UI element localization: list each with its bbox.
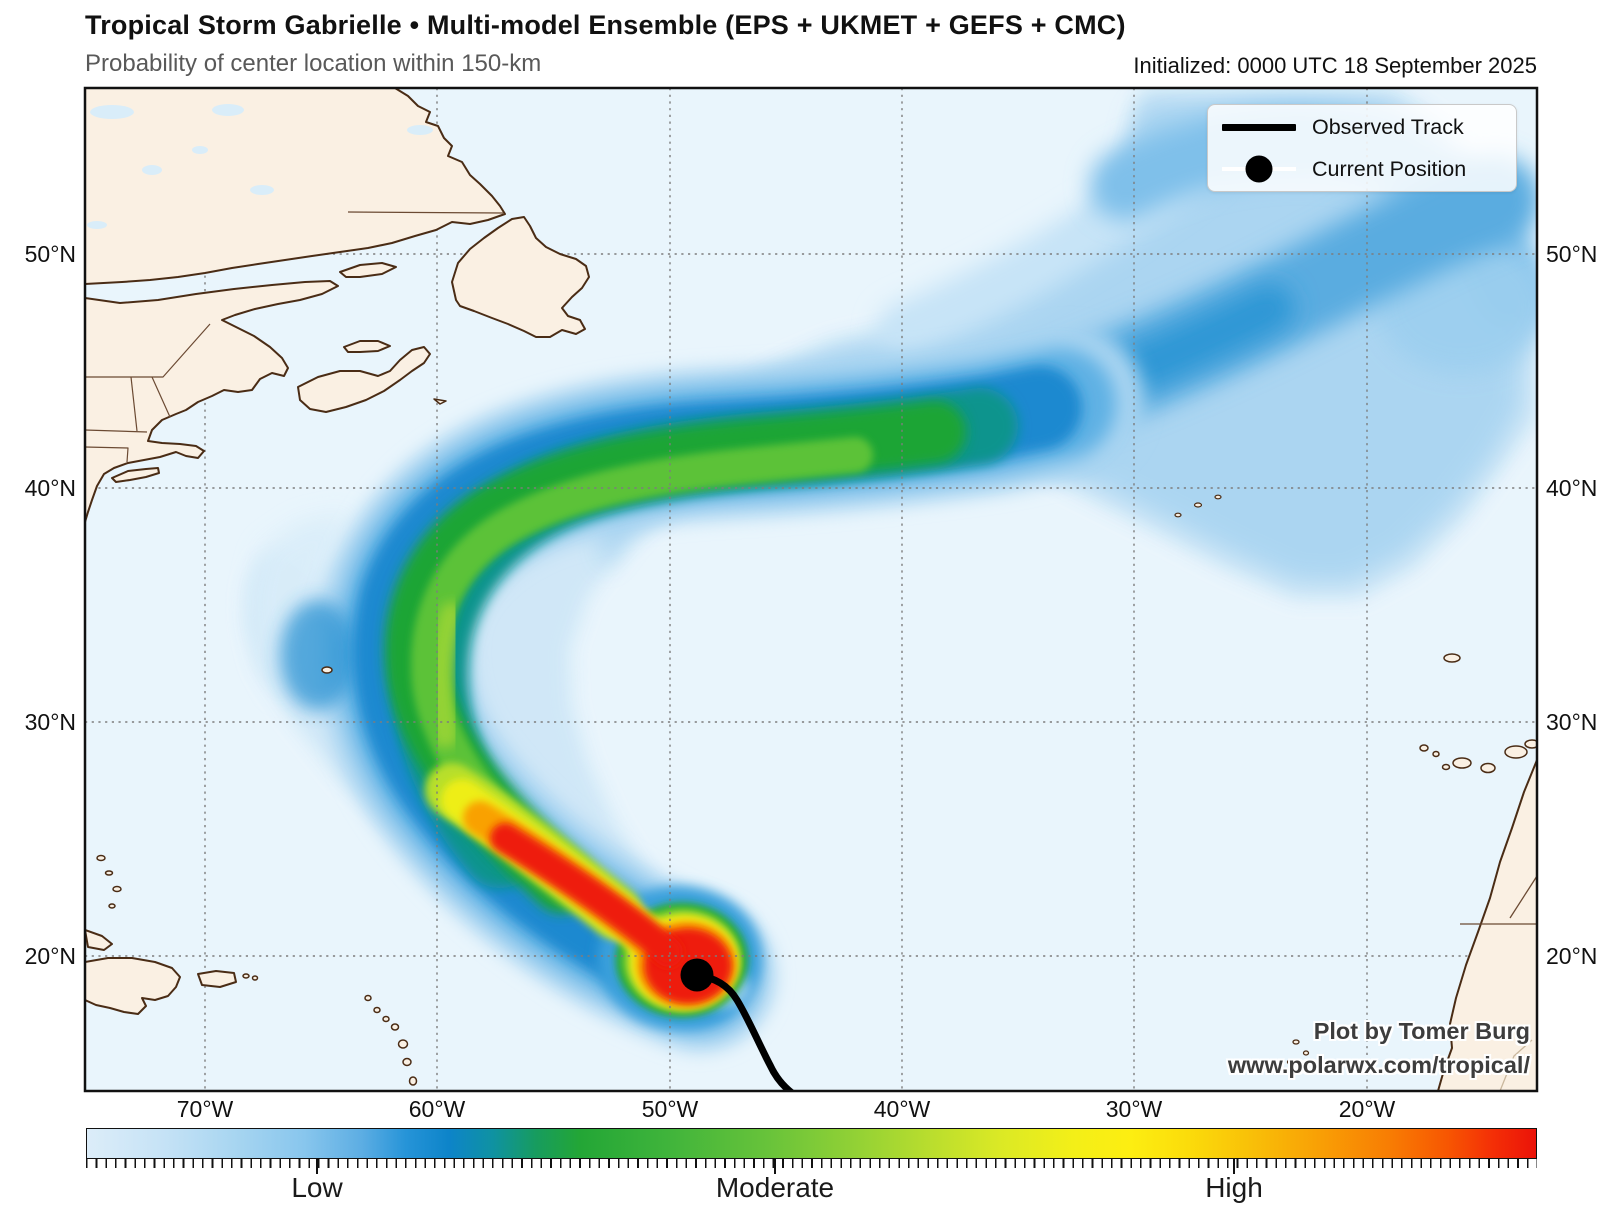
lat-label-left-50n: 50°N — [24, 241, 76, 267]
legend-label: Observed Track — [1312, 114, 1464, 139]
page-subtitle: Probability of center location within 15… — [85, 50, 542, 77]
landmasses — [85, 88, 1537, 1091]
lat-label-right-50n: 50°N — [1546, 241, 1598, 267]
probability-plume — [245, 88, 1537, 1051]
land-hispaniola — [85, 957, 181, 1015]
lat-label-right-40n: 40°N — [1546, 475, 1598, 501]
land-pei — [343, 340, 391, 353]
current-position-dot-icon — [1245, 155, 1273, 183]
attribution-url: www.polarwx.com/tropical/ — [1227, 1052, 1530, 1078]
colorbar-major-tick-low — [316, 1159, 319, 1174]
island-bermuda — [321, 666, 333, 674]
map-legend: Observed Track Current Position — [1207, 104, 1517, 192]
land-sable-island — [433, 398, 447, 405]
observed-track — [693, 971, 795, 1091]
attribution-author: Plot by Tomer Burg — [1313, 1018, 1530, 1044]
colorbar-major-tick-moderate — [774, 1159, 777, 1174]
lon-label-50w: 50°W — [641, 1096, 699, 1122]
lon-label-70w: 70°W — [176, 1096, 234, 1122]
legend-line — [1222, 155, 1296, 183]
colorbar-label-low: Low — [291, 1172, 343, 1203]
land-anticosti — [339, 262, 397, 278]
island-specks-bahamas — [96, 854, 259, 981]
lat-label-left-30n: 30°N — [24, 709, 76, 735]
colorbar-label-high: High — [1205, 1172, 1263, 1203]
colorbar-label-moderate: Moderate — [715, 1172, 835, 1203]
island-madeira — [1443, 653, 1461, 663]
lat-label-right-30n: 30°N — [1546, 709, 1598, 735]
lon-label-40w: 40°W — [873, 1096, 931, 1122]
lon-label-20w: 20°W — [1338, 1096, 1396, 1122]
island-specks-antilles — [364, 994, 418, 1086]
land-africa — [1437, 759, 1537, 1091]
land-puerto-rico — [197, 970, 237, 988]
map-frame — [83, 86, 1539, 1093]
land-new-england-maritimes — [85, 280, 339, 523]
legend-item-observed-track: Observed Track — [1208, 107, 1516, 147]
state-borders — [85, 323, 211, 463]
island-specks-azores — [1174, 494, 1222, 518]
land-cuba-tip — [85, 929, 113, 951]
lon-label-60w: 60°W — [408, 1096, 466, 1122]
legend-item-current-position: Current Position — [1208, 149, 1516, 189]
probability-colorbar — [86, 1128, 1537, 1159]
page-title: Tropical Storm Gabrielle • Multi-model E… — [85, 10, 1126, 40]
initialization-timestamp: Initialized: 0000 UTC 18 September 2025 — [1133, 53, 1537, 78]
land-newfoundland — [451, 216, 590, 338]
land-long-island — [111, 467, 160, 483]
colorbar-major-tick-high — [1233, 1159, 1236, 1174]
land-quebec-labrador — [85, 88, 506, 285]
africa-borders — [1460, 875, 1537, 925]
lat-label-left-20n: 20°N — [24, 943, 76, 969]
lakes — [87, 104, 433, 229]
island-specks-canaries — [1419, 739, 1537, 774]
legend-label: Current Position — [1312, 156, 1467, 181]
observed-track-line-icon — [1222, 123, 1296, 131]
lon-label-30w: 30°W — [1105, 1096, 1163, 1122]
lat-label-right-20n: 20°N — [1546, 943, 1598, 969]
land-nova-scotia — [297, 346, 431, 413]
lat-label-left-40n: 40°N — [24, 475, 76, 501]
colorbar-minor-ticks — [86, 1159, 1537, 1168]
island-specks-cape-verde — [1286, 1039, 1310, 1065]
current-position-marker — [680, 958, 714, 992]
